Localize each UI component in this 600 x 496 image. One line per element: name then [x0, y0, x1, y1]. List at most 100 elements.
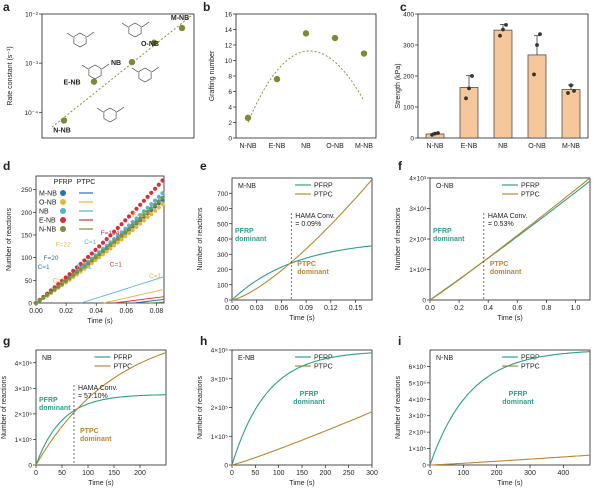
- panel-c-xtick-label: N-NB: [426, 143, 443, 150]
- text-line: dominant: [297, 269, 329, 276]
- panel-f-title: O-NB: [436, 183, 454, 190]
- panel-b-ytick-label: 10: [225, 58, 233, 65]
- panel-d-pfrp-point: [123, 234, 128, 239]
- molecule-ring: [103, 107, 117, 123]
- panel-f-ytick-label: 2×10³: [409, 237, 427, 244]
- panel-d-pfrp-point: [149, 190, 154, 195]
- panel-d-pfrp-point: [134, 216, 139, 221]
- panel-f-xlabel: Time (s): [497, 315, 522, 322]
- panel-d-xtick-label: 0.02: [59, 308, 73, 315]
- panel-e-ytick-label: 400: [217, 237, 228, 244]
- panel-d-pfrp-point: [160, 191, 165, 196]
- panel-a-point-label: O-NB: [141, 41, 159, 48]
- panel-d-pfrp-point: [156, 199, 161, 204]
- panel-e-ytick-label: 200: [217, 267, 228, 274]
- panel-a-ytick-label: 10⁻⁴: [25, 110, 39, 117]
- panel-b-point: [244, 114, 252, 122]
- panel-h-xtick-label: 100: [273, 470, 285, 477]
- panel-b-ylabel: Grafting number: [209, 50, 216, 101]
- panel-h-ylabel: Number of reactions: [197, 375, 204, 439]
- molecule-bond: [66, 32, 74, 38]
- panel-c-xtick-label: O-NB: [528, 143, 546, 150]
- panel-d-pfrp-point: [37, 298, 42, 303]
- panel-e-xtick-label: 0.03: [250, 305, 264, 312]
- panel-d-pfrp-point: [78, 267, 83, 272]
- panel-b-xtick-label: O-NB: [326, 143, 344, 150]
- panel-d-pfrp-point: [86, 261, 91, 266]
- panel-c-point: [498, 33, 502, 38]
- panel-d-legend-label: O-NB: [39, 200, 57, 207]
- panel-g-ytick-label: 4×10⁵: [15, 360, 33, 367]
- panel-a-point-label: NB: [111, 60, 121, 67]
- panel-i-xtick-label: 200: [491, 470, 503, 477]
- panel-d-legend-label: N-NB: [39, 227, 56, 234]
- text-line: dominant: [80, 436, 112, 443]
- molecule-bond: [131, 67, 139, 73]
- panel-g-title: NB: [42, 355, 52, 362]
- panel-d-pfrp-point: [78, 261, 83, 267]
- panel-i-pfrp-dominant-label: PFRP dominant: [502, 391, 534, 406]
- panel-c-point: [464, 96, 468, 101]
- panel-d-pfrp-point: [52, 287, 57, 292]
- text-line: PFRP: [300, 391, 319, 398]
- text-line: PTPC: [490, 261, 509, 268]
- panel-d-pfrp-point: [100, 252, 106, 257]
- panel-g-xtick-label: 50: [58, 470, 66, 477]
- panel-c-point: [569, 83, 573, 88]
- panel-d-pfrp-point: [97, 255, 102, 260]
- panel-d-annotation: F=20: [44, 255, 59, 262]
- panel-d-frame: [35, 175, 165, 304]
- panel-i-xtick-label: 300: [524, 470, 536, 477]
- panel-c-point: [504, 22, 508, 27]
- panel-letter-i: i: [398, 334, 401, 348]
- panel-d-pfrp-point: [112, 243, 117, 248]
- panel-h-xlabel: Time (s): [289, 480, 314, 487]
- panel-d-pfrp-point: [130, 223, 135, 228]
- panel-d-pfrp-point: [56, 284, 61, 289]
- panel-d-ptpc-line: [114, 296, 165, 304]
- molecule-bond: [121, 22, 129, 28]
- panel-i-ytick-label: 5×10⁵: [409, 380, 427, 387]
- text-line: dominant: [490, 269, 522, 276]
- panel-b-ytick-label: 16: [225, 12, 233, 19]
- panel-c-point: [467, 86, 471, 91]
- text-line: PFRP: [39, 397, 58, 404]
- panel-g-ytick-label: 1×10⁵: [15, 437, 33, 444]
- panel-c-point: [501, 27, 505, 32]
- panel-c-point: [436, 131, 440, 135]
- panel-d-ytick-label: 200: [21, 210, 32, 217]
- panel-a-ytick-label: 10⁻³: [25, 61, 39, 68]
- panel-d-pfrp-point: [97, 244, 102, 249]
- panel-g-ptpc-curve: [35, 352, 167, 466]
- molecule-ring: [88, 64, 102, 80]
- panel-d-pfrp-point: [63, 275, 68, 280]
- panel-c-bar: [527, 54, 547, 139]
- panel-c-ylabel: Strength (kPa): [395, 63, 402, 108]
- panel-h-xtick-label: 300: [366, 470, 378, 477]
- panel-d-pfrp-point: [45, 292, 50, 298]
- text-line: = 0.09%: [295, 221, 321, 228]
- panel-c-ytick-label: 100: [403, 105, 414, 112]
- panel-d-pfrp-point: [160, 195, 165, 200]
- molecule-bond: [81, 64, 89, 70]
- panel-d-pfrp-point: [149, 211, 154, 217]
- panel-d-pfrp-point: [119, 222, 124, 227]
- panel-e-pfrp-dominant-label: PFRP dominant: [235, 228, 267, 243]
- panel-e-xtick-label: 0.15: [349, 305, 363, 312]
- panel-h-xtick-label: 250: [343, 470, 355, 477]
- molecule-bond: [151, 66, 160, 73]
- panel-i-title: N-NB: [436, 355, 453, 362]
- panel-c-point: [433, 131, 437, 136]
- legend-ptpc-label: PTPC: [314, 364, 333, 371]
- panel-d-pfrp-point: [156, 182, 161, 187]
- panel-f-ytick-label: 0: [422, 298, 426, 305]
- panel-d-pfrp-point: [123, 226, 128, 231]
- legend-pfrp-label: PFRP: [521, 355, 540, 362]
- panel-d-pfrp-point: [108, 242, 113, 247]
- panel-d-annotation: C=1: [149, 273, 161, 280]
- text-line: = 57.10%: [78, 393, 108, 400]
- panel-d-pfrp-point: [153, 208, 158, 213]
- panel-e-ptpc-dominant-label: PTPC dominant: [297, 261, 329, 276]
- panel-i-frame: [429, 349, 591, 466]
- panel-d-pfrp-point: [108, 233, 113, 238]
